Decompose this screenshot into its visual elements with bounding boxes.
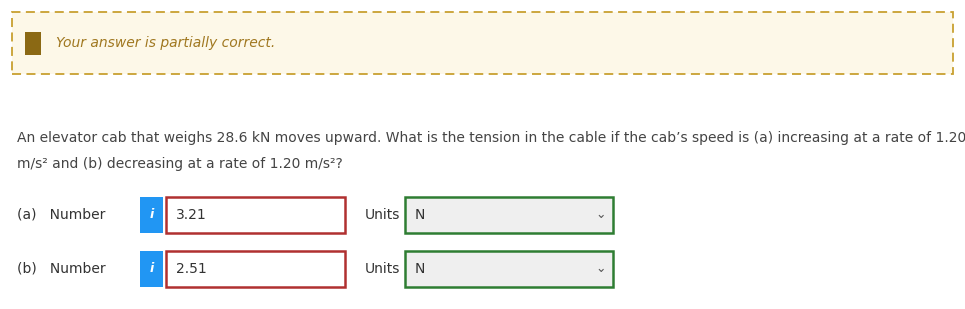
FancyBboxPatch shape	[12, 12, 953, 74]
Text: ⌄: ⌄	[595, 262, 605, 275]
Text: Your answer is partially correct.: Your answer is partially correct.	[56, 36, 275, 50]
FancyBboxPatch shape	[166, 197, 345, 232]
FancyBboxPatch shape	[140, 251, 163, 287]
Text: i: i	[150, 262, 153, 275]
FancyBboxPatch shape	[405, 197, 613, 232]
Text: i: i	[150, 208, 153, 221]
Text: Units: Units	[365, 262, 400, 276]
Text: N: N	[415, 208, 426, 222]
Text: (b)   Number: (b) Number	[17, 262, 106, 276]
Text: m/s² and (b) decreasing at a rate of 1.20 m/s²?: m/s² and (b) decreasing at a rate of 1.2…	[17, 157, 344, 171]
FancyBboxPatch shape	[140, 197, 163, 232]
Text: (a)   Number: (a) Number	[17, 208, 106, 222]
Text: 2.51: 2.51	[176, 262, 207, 276]
Text: An elevator cab that weighs 28.6 kN moves upward. What is the tension in the cab: An elevator cab that weighs 28.6 kN move…	[17, 130, 965, 145]
FancyBboxPatch shape	[166, 251, 345, 287]
Text: N: N	[415, 262, 426, 276]
FancyBboxPatch shape	[25, 32, 41, 55]
Text: 3.21: 3.21	[176, 208, 207, 222]
FancyBboxPatch shape	[405, 251, 613, 287]
Text: Units: Units	[365, 208, 400, 222]
Text: ⌄: ⌄	[595, 208, 605, 221]
